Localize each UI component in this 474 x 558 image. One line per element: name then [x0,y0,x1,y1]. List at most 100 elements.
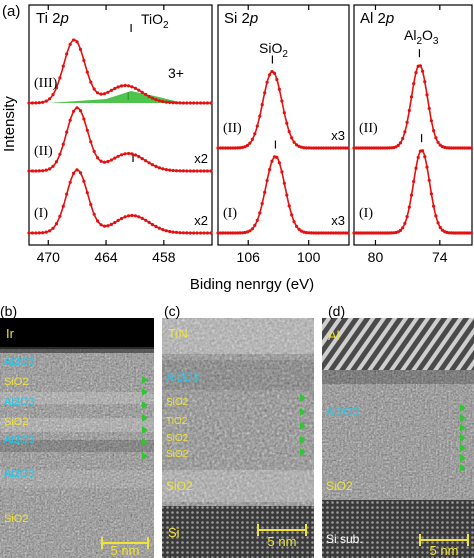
data-point [319,146,323,150]
data-point [48,167,52,171]
data-point [378,146,383,150]
data-point [317,231,321,235]
data-point [99,159,103,163]
data-point [304,231,308,235]
data-point [374,146,378,150]
data-point [96,91,100,95]
data-point [181,169,185,173]
data-point [265,80,269,84]
data-point [140,90,144,94]
data-point [171,168,175,173]
data-point [181,231,185,235]
data-point [106,159,110,164]
data-point [27,231,31,235]
data-point [174,101,179,105]
tem-b-scale-bar: 5 nm [101,537,149,558]
data-point [75,106,79,110]
data-point [102,224,107,228]
data-point [456,146,460,150]
x-axis-label: Biding nenrgy (eV) [190,276,314,293]
al2o3-label: Al2O3 [404,27,439,47]
tem-b-layer-6: Al2O3 [4,468,35,480]
data-point [287,204,291,208]
data-point [72,171,76,175]
data-point [280,170,284,174]
data-point [41,100,45,104]
x-tick-label: 100 [297,249,321,265]
data-point [260,201,264,206]
data-point [268,73,272,77]
data-point [374,231,378,235]
layer-arrow [300,448,306,456]
data-point [51,93,55,97]
data-point [27,101,31,105]
data-point [245,143,250,147]
data-point [304,146,308,150]
panel-a-label: (a) [2,3,20,20]
data-point [314,231,318,235]
data-point [236,146,240,150]
series-label: (I) [359,206,373,221]
sio2-label: SiO2 [259,40,288,60]
data-point [324,231,328,235]
tem-b-layer-1: Al2O3 [4,356,35,368]
data-point [432,129,436,133]
tem-c-layer-3: TiO2 [166,416,188,427]
data-point [123,215,127,219]
data-point [322,231,326,235]
data-point [409,193,414,197]
series-label: (I) [34,206,48,221]
data-point [260,103,264,107]
data-point [164,100,168,104]
data-point [427,178,431,182]
tem-image-d [322,318,474,558]
data-point [48,97,52,101]
data-point [61,142,65,146]
data-point [85,70,89,74]
data-point [30,169,34,173]
data-point [68,42,72,47]
data-point [309,146,313,150]
data-point [188,231,192,235]
scale-factor-label: x2 [194,151,208,166]
tem-c-scale-label: 5 nm [268,534,297,549]
data-point [302,146,306,150]
data-point [361,146,365,150]
data-point [354,231,358,235]
data-point [231,146,235,150]
data-point [268,168,272,172]
data-point [209,101,213,105]
data-point [255,124,259,128]
data-point [174,230,179,234]
data-point [161,167,165,171]
data-point [398,228,403,232]
tem-b-scale-label: 5 nm [111,543,140,558]
tem-b-layer-2: SiO2 [4,376,28,388]
data-point [92,87,96,91]
data-point [209,169,213,173]
data-point [401,226,405,230]
tem-c-arrows [300,394,306,456]
tem-b-bottom-label: SiO2 [4,513,28,525]
data-point [270,159,274,163]
data-point [78,47,83,52]
data-point [133,153,137,157]
data-point [171,101,175,105]
data-point [113,220,117,225]
data-point [299,229,304,233]
data-point [460,146,464,150]
data-point [144,92,148,97]
data-point [205,231,209,235]
data-point [454,146,458,150]
data-point [72,38,76,42]
data-point [299,145,304,149]
data-point [326,146,331,150]
data-point [30,101,34,105]
data-point [370,231,374,235]
data-point [120,216,124,221]
data-point [365,231,369,235]
layer-arrow [142,414,148,422]
layer-arrow [300,422,306,430]
data-point [92,212,96,216]
data-point [109,158,113,162]
